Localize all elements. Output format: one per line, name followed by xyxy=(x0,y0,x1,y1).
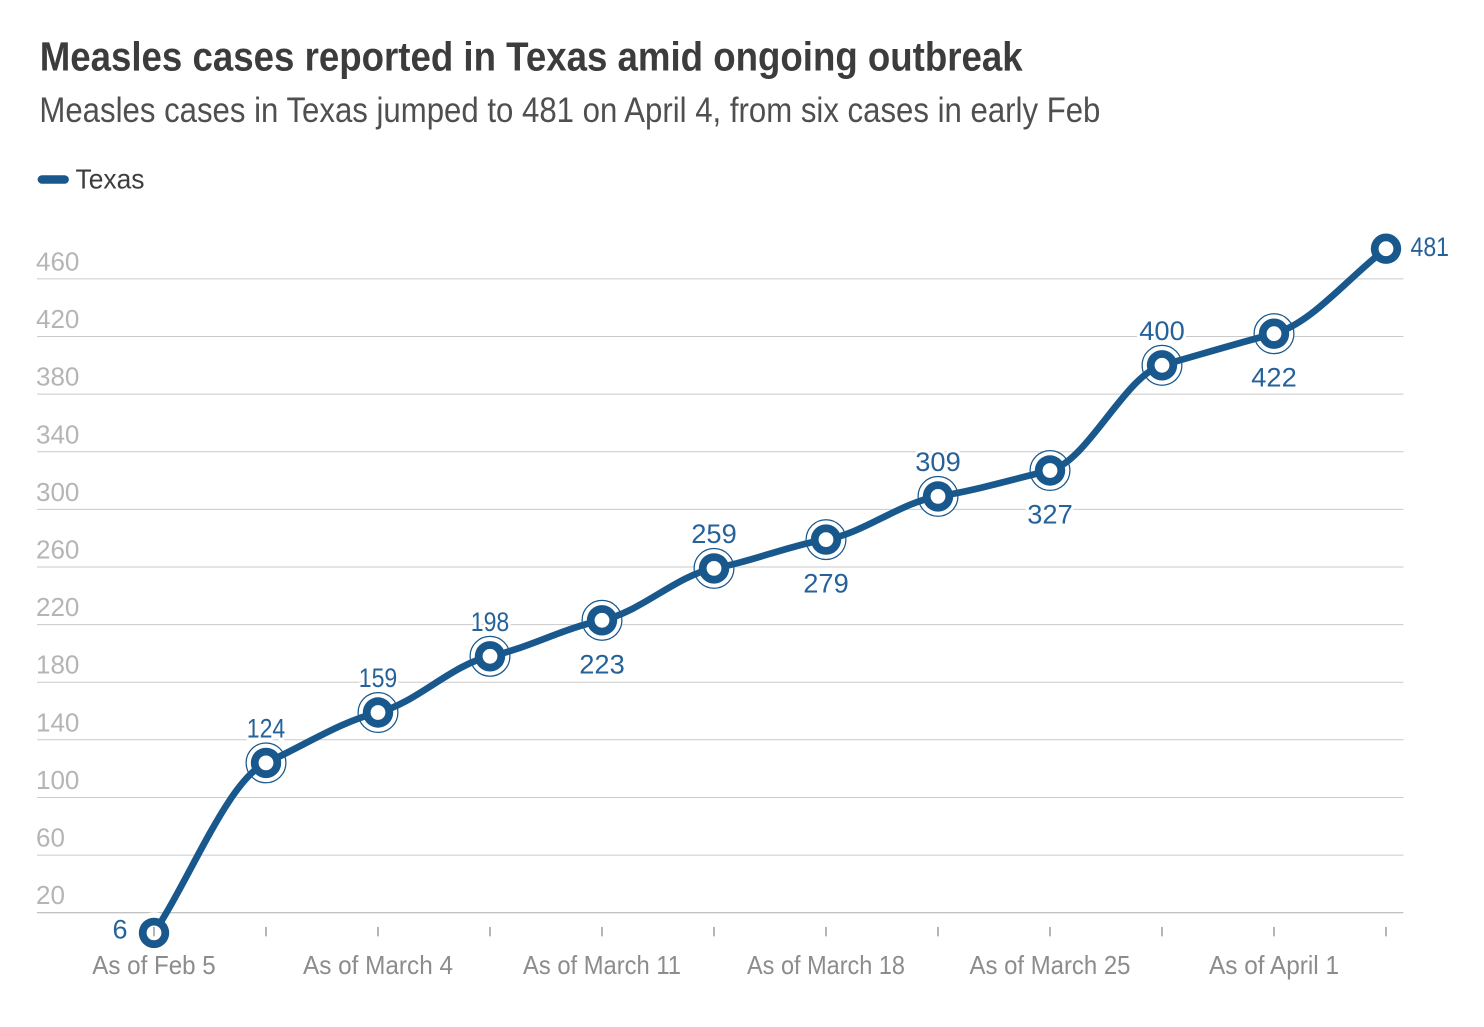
svg-text:180: 180 xyxy=(36,650,79,680)
svg-text:422: 422 xyxy=(1251,363,1297,393)
svg-text:259: 259 xyxy=(691,519,737,549)
svg-text:340: 340 xyxy=(36,419,79,449)
svg-text:As of March 4: As of March 4 xyxy=(303,950,453,980)
svg-text:420: 420 xyxy=(36,304,79,334)
svg-text:220: 220 xyxy=(36,592,79,622)
svg-text:279: 279 xyxy=(803,569,849,599)
svg-text:6: 6 xyxy=(112,915,127,945)
svg-text:Measles cases reported in Texa: Measles cases reported in Texas amid ong… xyxy=(40,33,1023,79)
svg-text:223: 223 xyxy=(579,649,625,679)
svg-text:260: 260 xyxy=(36,535,79,565)
svg-text:380: 380 xyxy=(36,362,79,392)
svg-text:Measles cases in Texas jumped: Measles cases in Texas jumped to 481 on … xyxy=(39,91,1100,130)
svg-text:20: 20 xyxy=(36,880,65,910)
svg-text:460: 460 xyxy=(36,246,79,276)
svg-text:159: 159 xyxy=(359,663,398,693)
svg-text:400: 400 xyxy=(1139,316,1185,346)
svg-text:327: 327 xyxy=(1027,500,1073,530)
svg-text:300: 300 xyxy=(36,477,79,507)
svg-text:60: 60 xyxy=(36,823,65,853)
svg-text:124: 124 xyxy=(247,713,286,743)
svg-text:As of April 1: As of April 1 xyxy=(1209,950,1339,980)
svg-text:309: 309 xyxy=(915,447,961,477)
svg-text:As of March 18: As of March 18 xyxy=(747,950,905,980)
svg-text:100: 100 xyxy=(36,765,79,795)
svg-text:140: 140 xyxy=(36,707,79,737)
svg-text:481: 481 xyxy=(1411,232,1450,262)
svg-text:198: 198 xyxy=(471,607,510,637)
svg-text:As of March 25: As of March 25 xyxy=(970,950,1131,980)
svg-text:Texas: Texas xyxy=(76,163,145,194)
svg-text:As of Feb 5: As of Feb 5 xyxy=(92,950,215,980)
svg-text:As of March 11: As of March 11 xyxy=(523,950,681,980)
